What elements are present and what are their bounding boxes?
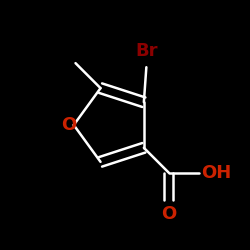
Text: O: O [161, 205, 176, 223]
Text: O: O [61, 116, 76, 134]
Text: Br: Br [135, 42, 158, 60]
Text: OH: OH [201, 164, 232, 182]
